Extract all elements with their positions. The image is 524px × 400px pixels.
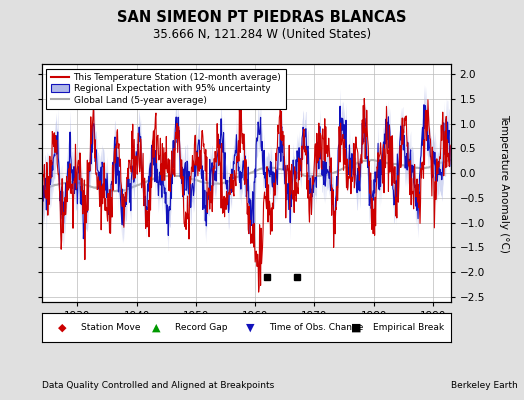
Text: ▼: ▼ xyxy=(246,322,255,333)
Text: ▲: ▲ xyxy=(152,322,161,333)
Text: Empirical Break: Empirical Break xyxy=(373,323,444,332)
Text: Station Move: Station Move xyxy=(81,323,140,332)
Y-axis label: Temperature Anomaly (°C): Temperature Anomaly (°C) xyxy=(499,114,509,252)
Text: 35.666 N, 121.284 W (United States): 35.666 N, 121.284 W (United States) xyxy=(153,28,371,41)
Text: ◆: ◆ xyxy=(58,322,67,333)
Legend: This Temperature Station (12-month average), Regional Expectation with 95% uncer: This Temperature Station (12-month avera… xyxy=(47,68,286,109)
Text: Data Quality Controlled and Aligned at Breakpoints: Data Quality Controlled and Aligned at B… xyxy=(42,381,274,390)
Text: SAN SIMEON PT PIEDRAS BLANCAS: SAN SIMEON PT PIEDRAS BLANCAS xyxy=(117,10,407,25)
Text: ■: ■ xyxy=(351,322,361,333)
Text: Time of Obs. Change: Time of Obs. Change xyxy=(269,323,363,332)
Text: Berkeley Earth: Berkeley Earth xyxy=(451,381,517,390)
Text: Record Gap: Record Gap xyxy=(175,323,227,332)
